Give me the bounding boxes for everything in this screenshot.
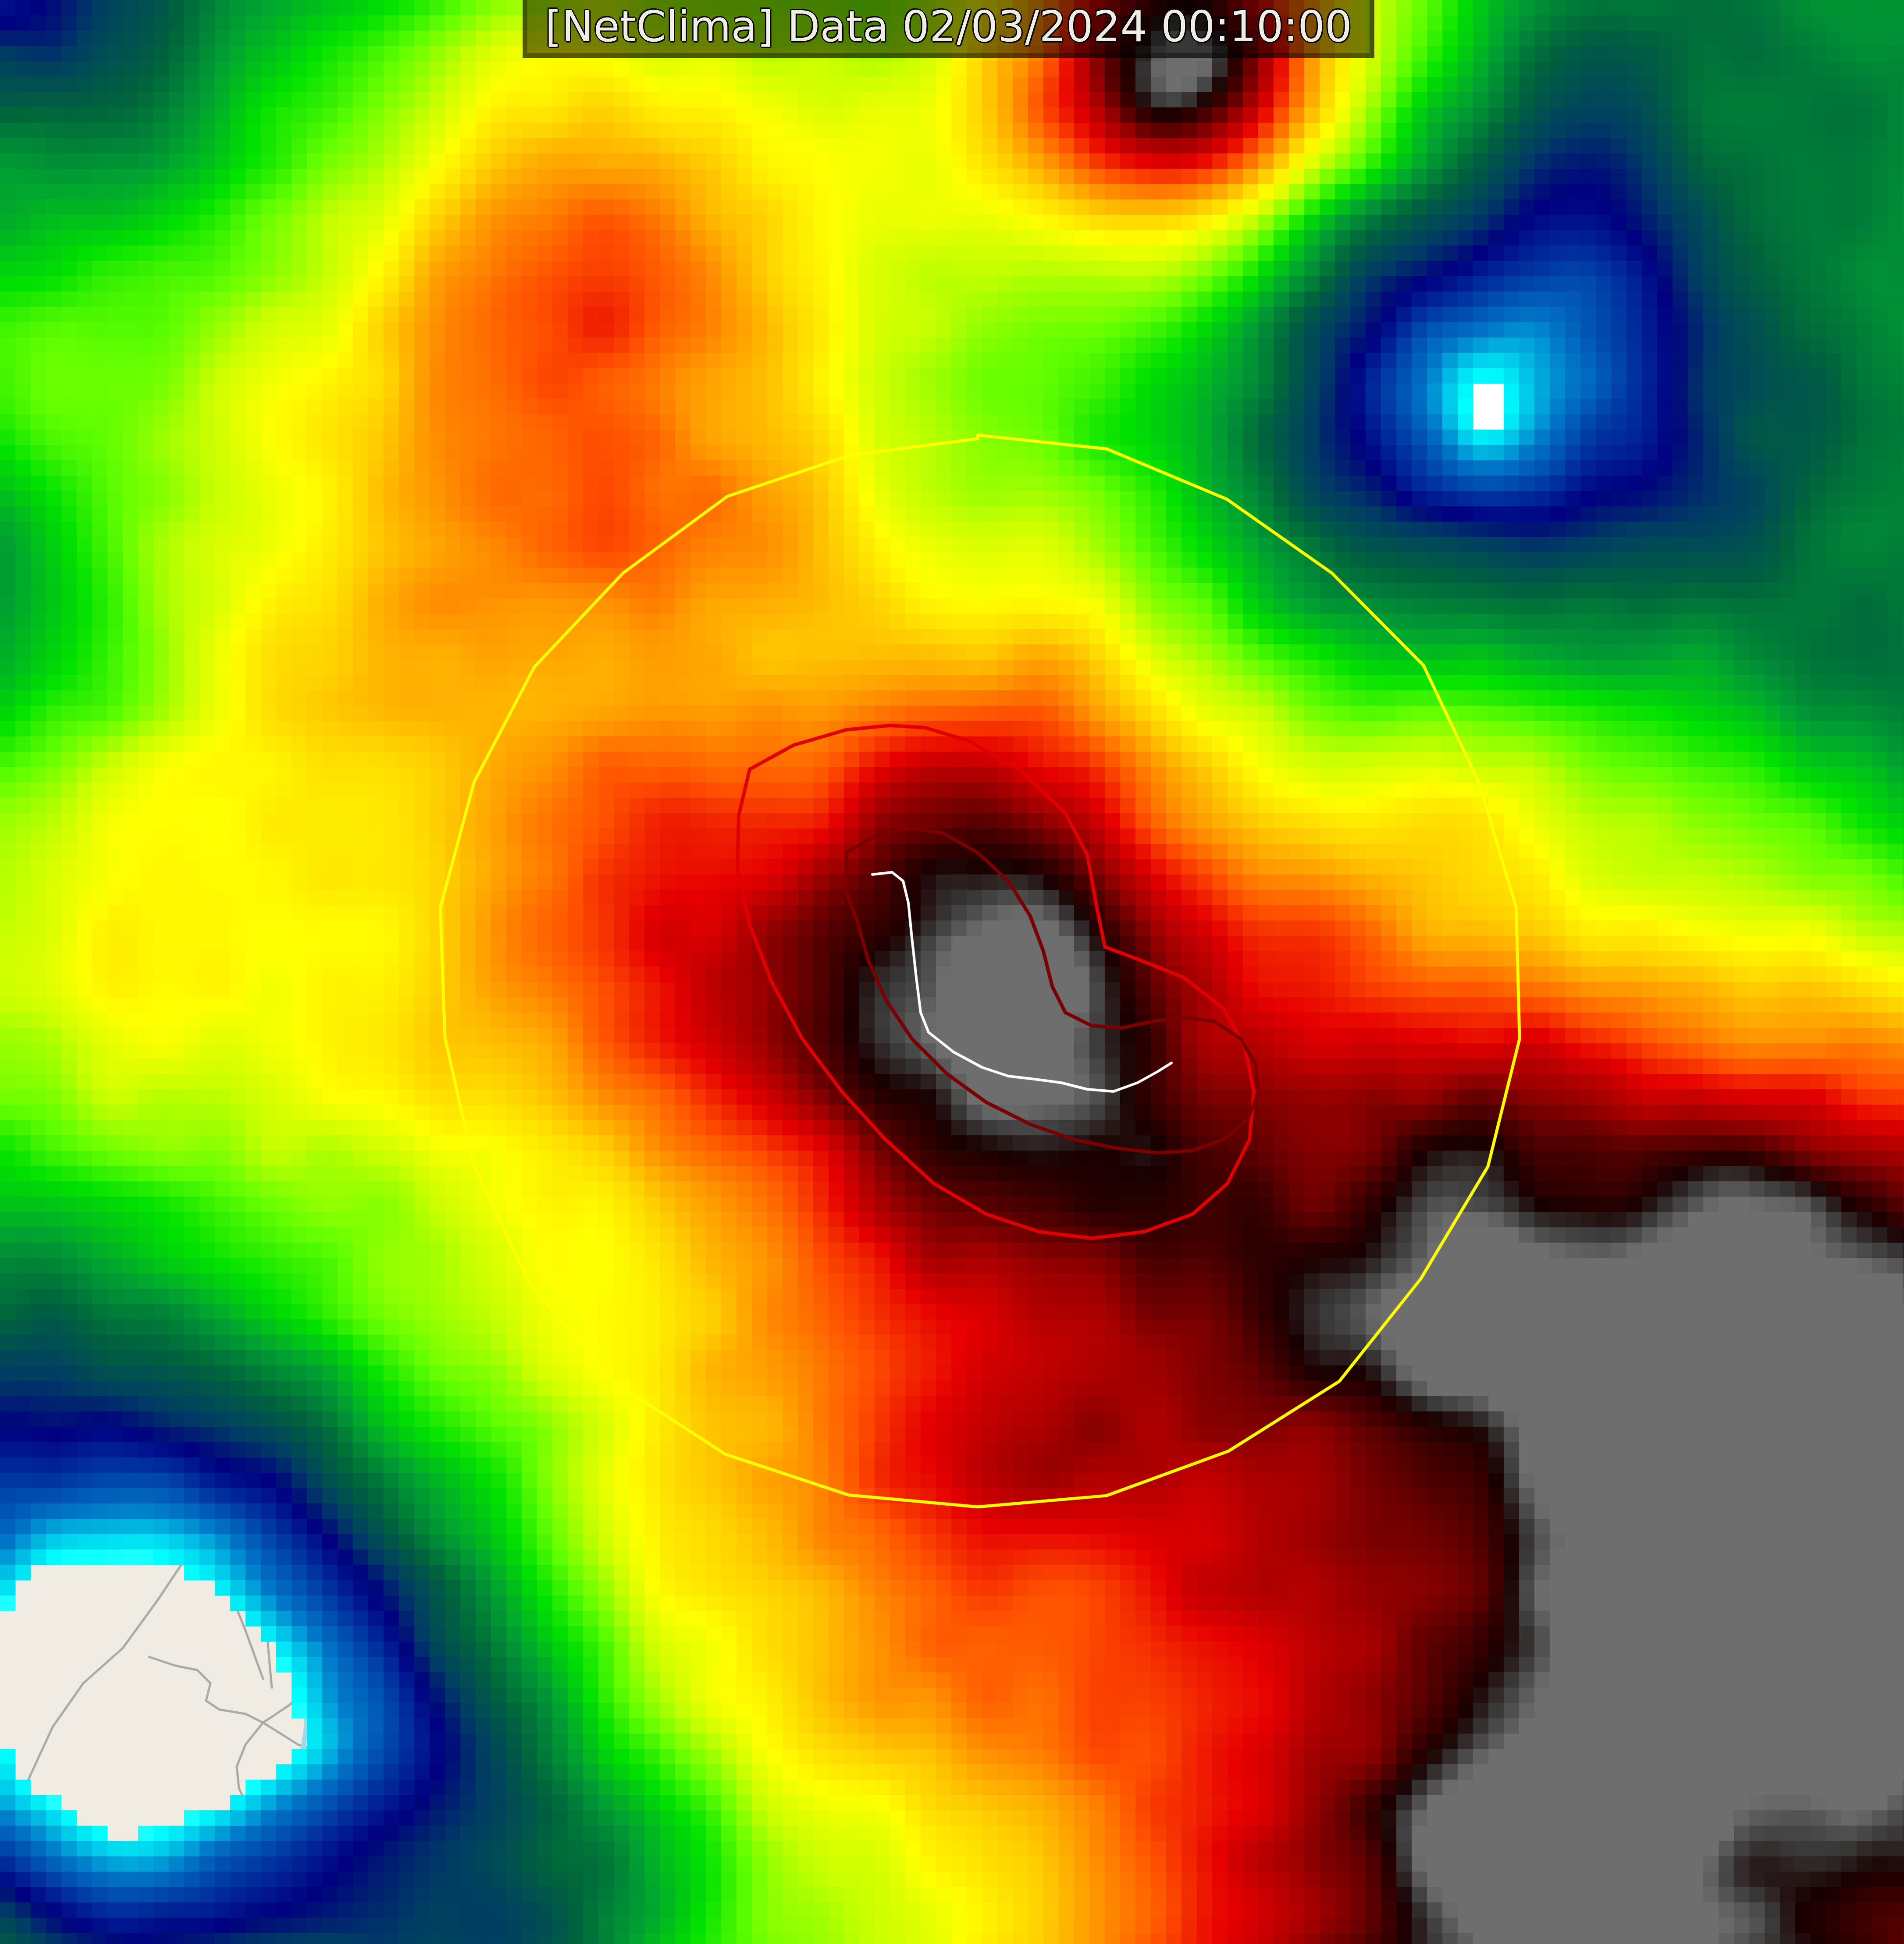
title-bar: [NetClima] Data 02/03/2024 00:10:00	[523, 0, 1374, 58]
title-bar-text: [NetClima] Data 02/03/2024 00:10:00	[545, 2, 1352, 51]
